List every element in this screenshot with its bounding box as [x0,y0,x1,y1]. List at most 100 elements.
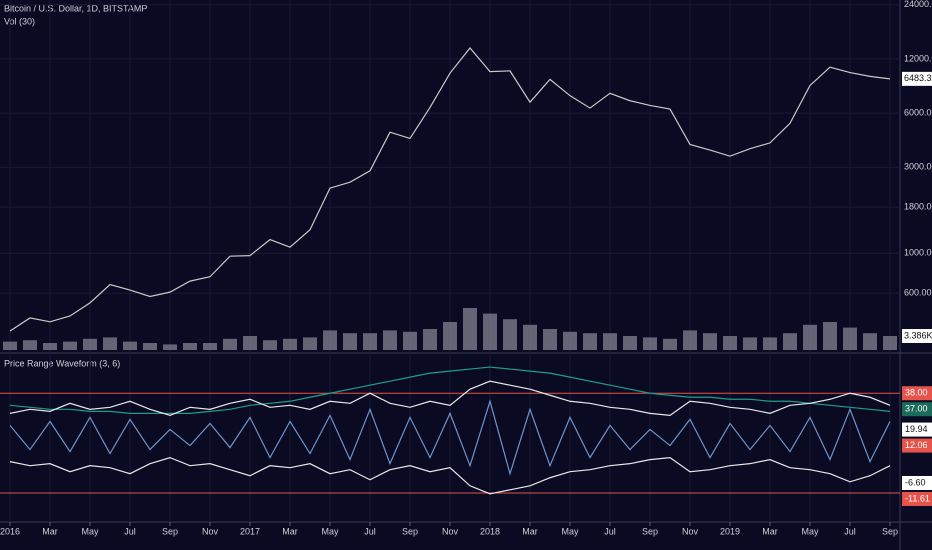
volume-bar [603,333,617,350]
value-tag-box [902,475,932,490]
volume-bar [863,333,877,350]
volume-bar [723,336,737,350]
volume-bar [343,333,357,350]
volume-bar [583,333,597,350]
x-tick-label: May [81,526,99,536]
value-tag: -6.60 [905,477,926,487]
volume-bar [3,341,17,350]
x-tick-label: Mar [522,526,538,536]
value-tag: -11.61 [905,493,930,503]
y-tick-label: 24000.00 [904,0,932,9]
x-tick-label: May [561,526,579,536]
volume-bar [143,343,157,350]
x-tick-label: Mar [282,526,298,536]
x-tick-label: Mar [42,526,58,536]
y-tick-label: 12000.00 [904,53,932,63]
volume-label: 3.386K [904,330,932,340]
volume-bar [163,344,177,350]
x-tick-label: Sep [162,526,178,536]
x-tick-label: 2017 [240,526,260,536]
volume-bar [63,341,77,350]
x-tick-label: Mar [762,526,778,536]
volume-bar [763,337,777,350]
x-tick-label: Nov [202,526,219,536]
y-tick-label: 3000.00 [904,162,932,172]
y-tick-label: 1000.00 [904,248,932,258]
volume-bar [103,337,117,350]
price-label: 6483.33 [904,73,932,83]
volume-title: Vol (30) [4,16,35,26]
volume-bar [463,308,477,350]
volume-bar [243,336,257,350]
x-tick-label: Jul [604,526,616,536]
volume-bar [483,313,497,350]
volume-bar [543,329,557,350]
x-tick-label: Nov [442,526,459,536]
volume-bar [403,331,417,350]
volume-bar [843,327,857,350]
volume-bar [703,333,717,350]
volume-bar [223,338,237,350]
volume-bar [503,319,517,350]
x-tick-label: Jul [364,526,376,536]
value-tag-box [902,491,932,506]
value-tag: 37.00 [905,404,928,414]
y-tick-label: 600.00 [904,288,932,298]
x-tick-label: 2018 [480,526,500,536]
volume-bar [123,341,137,350]
volume-bar [203,343,217,350]
volume-bar [823,322,837,350]
value-tag-box [902,386,932,401]
volume-label-box [902,329,932,343]
x-tick-label: May [321,526,339,536]
volume-bar [303,337,317,350]
value-tag: 38.00 [905,388,928,398]
value-tag: 12.06 [905,440,928,450]
x-tick-label: Sep [882,526,898,536]
x-tick-label: Sep [642,526,658,536]
volume-bar [263,340,277,350]
volume-bar [383,330,397,350]
x-tick-label: Nov [682,526,699,536]
series-line [9,380,891,417]
volume-bar [783,333,797,350]
volume-bar [563,331,577,350]
x-tick-label: May [801,526,819,536]
volume-bar [23,340,37,350]
x-tick-label: Sep [402,526,418,536]
volume-bar [323,330,337,350]
volume-bar [363,333,377,350]
series-line [9,366,891,414]
volume-bar [883,336,897,350]
y-tick-label: 6000.00 [904,108,932,118]
value-tag-box [902,438,932,453]
volume-bar [423,329,437,350]
volume-bar [623,336,637,350]
indicator-title: Price Range Waveform (3, 6) [4,358,120,368]
volume-bar [283,338,297,350]
x-tick-label: Jul [844,526,856,536]
volume-bar [643,337,657,350]
volume-bar [803,324,817,350]
volume-bar [443,322,457,350]
volume-bar [183,343,197,350]
value-tag: 19.94 [905,424,928,434]
volume-bar [663,338,677,350]
series-line [9,399,891,476]
x-tick-label: 2019 [720,526,740,536]
volume-bar [83,338,97,350]
price-label-box [902,71,932,86]
value-tag-box [902,422,932,437]
x-tick-label: Jul [124,526,136,536]
series-line [9,456,891,495]
volume-bar [743,337,757,350]
value-tag-box [902,402,932,417]
y-tick-label: 1800.00 [904,202,932,212]
volume-bar [43,343,57,350]
chart-title: Bitcoin / U.S. Dollar, 1D, BITSTAMP [4,3,147,13]
series-line [9,47,891,332]
volume-bar [523,324,537,350]
volume-bar [683,330,697,350]
